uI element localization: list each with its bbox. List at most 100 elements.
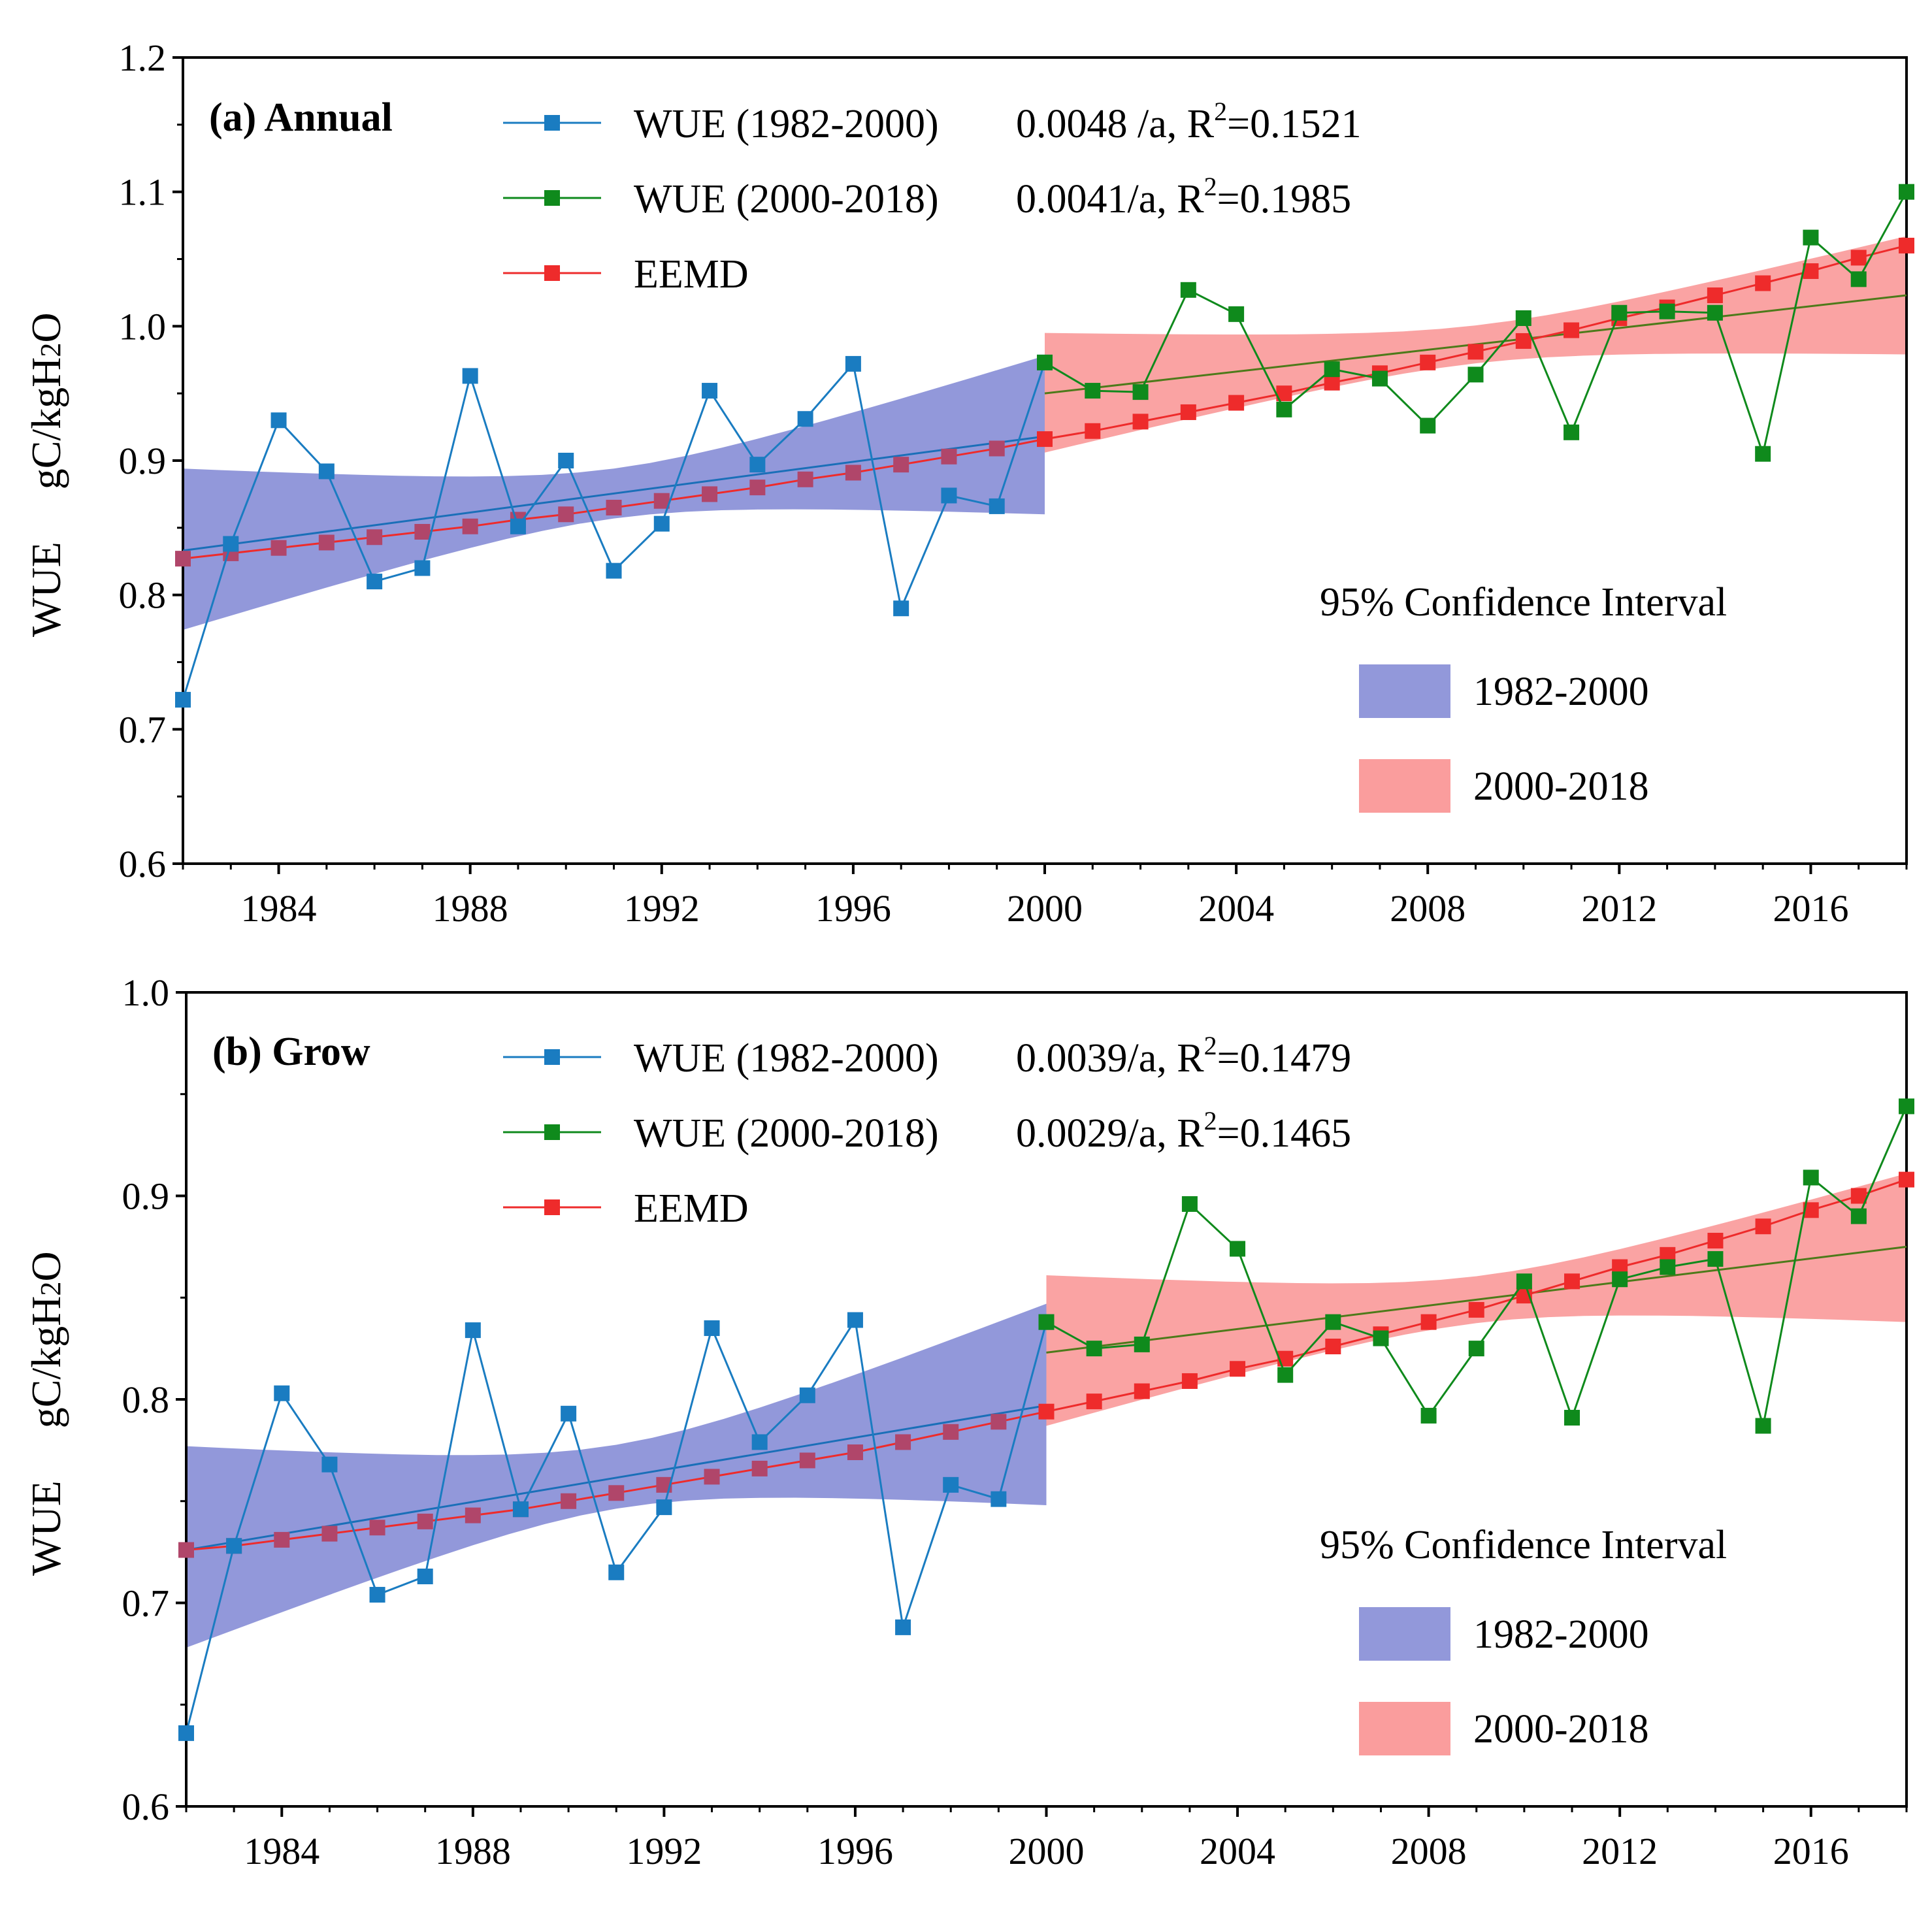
ci-legend-label: 1982-2000: [1473, 1612, 1649, 1657]
data-point: [1468, 1341, 1484, 1357]
data-point: [414, 524, 431, 540]
y-tick-label: 0.6: [119, 843, 167, 885]
data-point: [1850, 250, 1867, 266]
data-point: [797, 411, 813, 427]
data-point: [1564, 1273, 1580, 1290]
y-tick-label: 1.1: [119, 171, 167, 214]
y-tick-label: 0.7: [122, 1582, 170, 1625]
y-axis-label-right: gC/kgH2O: [23, 312, 69, 489]
x-tick-label: 2016: [1773, 887, 1848, 930]
data-point: [1420, 417, 1436, 434]
y-axis-label-left: WUE: [23, 542, 69, 637]
data-point: [1659, 303, 1675, 319]
legend-marker: [544, 265, 560, 281]
legend-stat-sup: 2: [1204, 1031, 1217, 1060]
data-point: [178, 1542, 194, 1558]
data-point: [751, 1460, 768, 1476]
data-point: [414, 560, 431, 576]
data-point: [1134, 1383, 1150, 1399]
data-point: [749, 457, 766, 473]
trend-line-2000-2018: [1046, 1245, 1907, 1354]
data-point: [845, 355, 861, 372]
y-tick-label: 1.2: [119, 37, 167, 79]
data-point: [606, 499, 622, 515]
legend-stat-slope: 0.0048 /a, R: [1016, 102, 1215, 146]
data-point: [1755, 1418, 1771, 1434]
data-point: [1085, 423, 1101, 439]
legend-label: WUE (1982-2000): [634, 1036, 939, 1081]
data-point: [561, 1493, 577, 1509]
data-point: [1467, 367, 1484, 383]
data-point: [1037, 354, 1053, 370]
unit-main: gC/kgH: [23, 1296, 69, 1429]
legend-label: EEMD: [634, 1186, 749, 1231]
data-point: [653, 515, 670, 532]
data-point: [608, 1485, 625, 1501]
data-point: [895, 1434, 911, 1450]
data-point: [656, 1499, 672, 1516]
ci-band-1982-2000: [186, 1303, 1047, 1648]
data-point: [1707, 1233, 1724, 1249]
x-tick-label: 1992: [624, 887, 700, 930]
legend-label: EEMD: [634, 252, 749, 297]
x-tick-label: 2016: [1773, 1830, 1849, 1872]
x-tick-label: 2000: [1009, 1830, 1085, 1872]
data-point: [1803, 229, 1819, 246]
ci-legend-swatch: [1359, 1702, 1450, 1755]
data-point: [845, 465, 861, 481]
data-point: [1324, 361, 1340, 378]
y-axis-label: WUE gC/kgH2O: [23, 1251, 69, 1576]
x-tick-label: 1996: [817, 1830, 893, 1872]
y-tick-label: 1.0: [119, 305, 167, 348]
data-point: [1277, 1367, 1294, 1383]
panel-title: (b) Grow: [212, 1030, 370, 1074]
data-point: [175, 551, 191, 567]
data-point: [704, 1320, 720, 1336]
x-tick-label: 2000: [1007, 887, 1083, 930]
data-point: [1755, 446, 1771, 462]
data-point: [1324, 374, 1340, 391]
data-point: [1373, 1330, 1389, 1346]
data-point: [799, 1452, 815, 1469]
unit-main: gC/kgH: [23, 357, 69, 490]
unit-sub: 2: [35, 1282, 67, 1296]
ci-legend-swatch: [1359, 664, 1450, 718]
data-point: [1899, 184, 1914, 200]
legend-stat-sup: 2: [1204, 1106, 1217, 1135]
legend-stat-r2: =0.1985: [1217, 177, 1351, 221]
data-point: [1132, 384, 1149, 400]
data-point: [653, 493, 670, 509]
data-point: [1660, 1259, 1676, 1275]
data-point: [1085, 383, 1101, 399]
data-point: [989, 440, 1005, 457]
data-point: [704, 1469, 720, 1485]
data-point: [1132, 414, 1149, 430]
x-tick-label: 2004: [1198, 887, 1274, 930]
data-point: [751, 1434, 768, 1450]
data-point: [1467, 344, 1484, 360]
data-point: [1899, 237, 1914, 253]
data-point: [558, 453, 574, 468]
data-point: [175, 692, 191, 708]
legend-marker: [544, 1049, 560, 1065]
data-point: [1180, 282, 1196, 298]
data-point: [1755, 275, 1771, 291]
legend-marker: [544, 1124, 560, 1140]
x-tick-label: 1988: [433, 887, 508, 930]
data-point: [1515, 310, 1531, 326]
legend-stat-slope: 0.0029/a, R: [1016, 1111, 1204, 1156]
data-point: [702, 486, 718, 502]
data-point: [417, 1569, 433, 1585]
data-point: [702, 383, 718, 399]
y-axis-label-left: WUE: [23, 1480, 69, 1576]
data-point: [512, 1501, 529, 1518]
data-point: [1181, 1373, 1198, 1389]
legend-stat: 0.0029/a, R2=0.1465: [1016, 1106, 1351, 1156]
data-point: [1899, 1098, 1914, 1115]
data-point: [274, 1531, 290, 1548]
legend-marker: [544, 115, 560, 131]
data-point: [1803, 263, 1819, 280]
data-point: [1899, 1171, 1914, 1188]
ci-legend-swatch: [1359, 1607, 1450, 1661]
data-point: [465, 1322, 481, 1339]
